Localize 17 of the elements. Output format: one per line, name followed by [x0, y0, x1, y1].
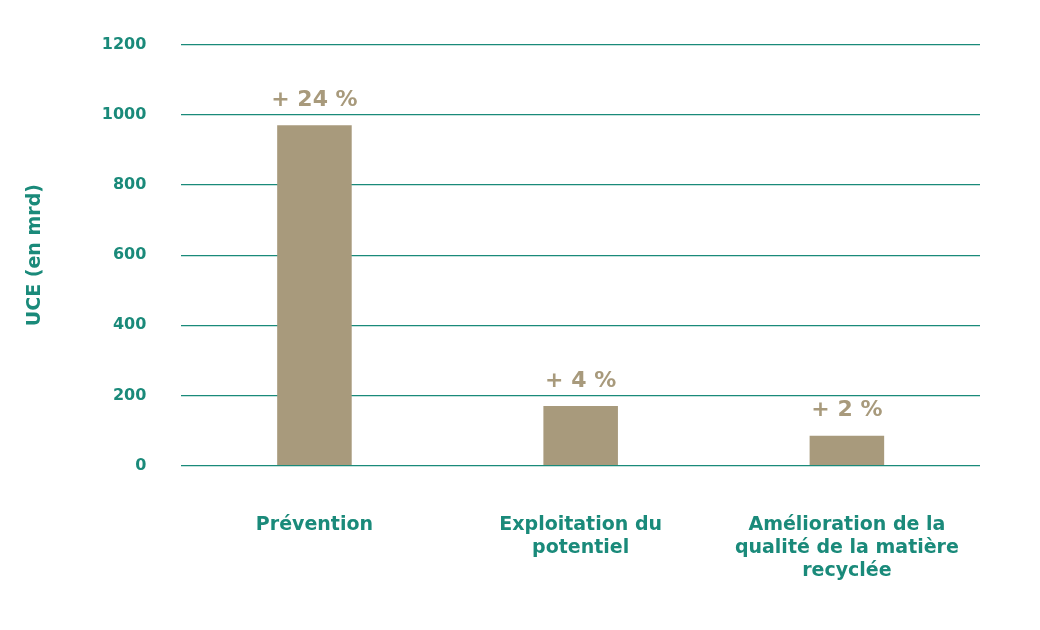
annotation: + 24 %: [271, 86, 358, 112]
bar: [543, 405, 618, 465]
x-tick-label: Exploitation du potentiel: [499, 511, 663, 557]
y-tick-label: 800: [112, 174, 147, 194]
y-tick-label: 1200: [101, 33, 147, 53]
annotation: + 4 %: [545, 366, 617, 392]
x-tick-label: Amélioration de la qualité de la matière recyclée: [734, 511, 959, 580]
y-tick-label: 600: [112, 244, 147, 264]
y-tick-label: 200: [112, 384, 147, 404]
bar: [277, 125, 352, 465]
y-axis-title: UCE (en mrd): [22, 184, 45, 327]
y-tick-label: 1000: [101, 103, 147, 123]
bar: [809, 435, 885, 465]
x-tick-label: Prévention: [255, 511, 374, 534]
annotation: + 2 %: [811, 396, 883, 422]
y-tick-label: 0: [135, 454, 147, 474]
y-tick-label: 400: [112, 314, 147, 334]
